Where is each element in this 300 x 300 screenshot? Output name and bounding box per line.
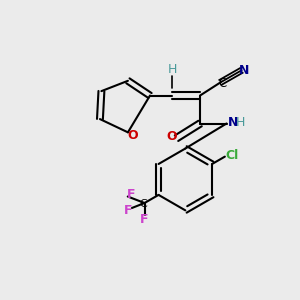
Text: C: C <box>139 200 147 209</box>
Text: F: F <box>127 188 136 201</box>
Text: F: F <box>124 204 133 217</box>
Text: Cl: Cl <box>226 149 239 162</box>
Text: O: O <box>166 130 176 143</box>
Text: N: N <box>228 116 238 128</box>
Text: N: N <box>239 64 249 77</box>
Text: H: H <box>167 62 177 76</box>
Text: F: F <box>140 213 149 226</box>
Text: O: O <box>127 129 138 142</box>
Text: H: H <box>236 116 245 128</box>
Text: C: C <box>218 77 226 90</box>
